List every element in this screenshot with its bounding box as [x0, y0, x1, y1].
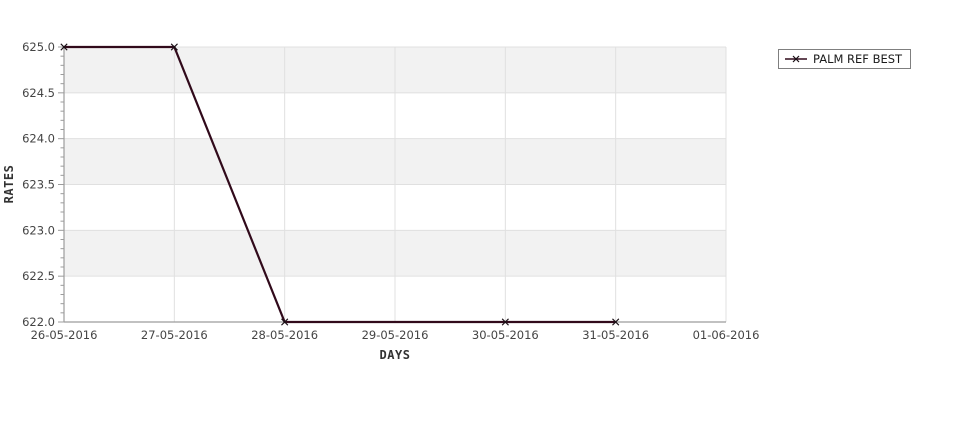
x-tick-label: 01-06-2016 — [693, 328, 760, 342]
x-tick-label: 26-05-2016 — [31, 328, 98, 342]
y-tick-label: 623.5 — [22, 178, 55, 192]
x-tick-label: 30-05-2016 — [472, 328, 539, 342]
data-point-x-marker — [501, 318, 509, 326]
x-tick-label: 28-05-2016 — [251, 328, 318, 342]
data-point-x-marker — [170, 43, 178, 51]
x-tick-label: 27-05-2016 — [141, 328, 208, 342]
y-tick-label: 622.0 — [22, 315, 55, 329]
x-axis-title: DAYS — [379, 348, 411, 362]
x-tick-label: 31-05-2016 — [582, 328, 649, 342]
y-tick-label: 625.0 — [22, 40, 55, 54]
y-tick-label: 622.5 — [22, 269, 55, 283]
y-tick-label: 624.0 — [22, 132, 55, 146]
data-point-x-marker — [281, 318, 289, 326]
data-point-x-marker — [60, 43, 68, 51]
x-tick-label: 29-05-2016 — [362, 328, 429, 342]
y-tick-label: 624.5 — [22, 86, 55, 100]
legend-series-label: PALM REF BEST — [813, 52, 903, 66]
y-tick-label: 623.0 — [22, 223, 55, 237]
y-axis-title: RATES — [2, 164, 16, 204]
legend-box: PALM REF BEST — [778, 49, 912, 69]
series-line-x-marker-icon — [785, 55, 807, 63]
data-point-x-marker — [612, 318, 620, 326]
